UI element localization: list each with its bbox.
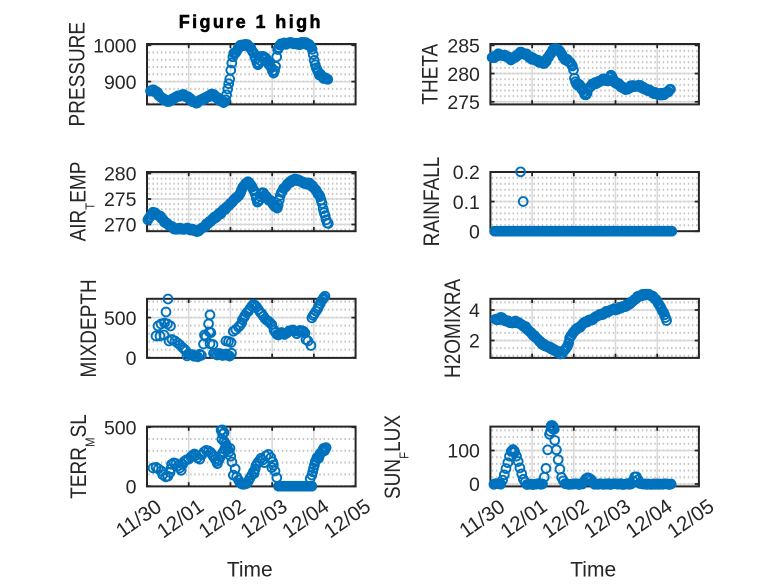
- svg-text:100: 100: [447, 441, 480, 463]
- svg-text:Time: Time: [570, 558, 616, 581]
- svg-text:0: 0: [126, 348, 137, 370]
- svg-text:H2OMIXRA: H2OMIXRA: [441, 278, 466, 378]
- svg-text:1000: 1000: [93, 35, 137, 57]
- svg-text:280: 280: [447, 64, 480, 86]
- svg-text:270: 270: [104, 215, 137, 237]
- svg-text:500: 500: [104, 308, 137, 330]
- svg-text:MIXDEPTH: MIXDEPTH: [77, 279, 102, 377]
- svg-text:THETA: THETA: [418, 43, 443, 104]
- svg-text:275: 275: [104, 189, 137, 211]
- svg-text:500: 500: [104, 417, 137, 439]
- svg-text:Figure 1 high: Figure 1 high: [179, 12, 323, 32]
- svg-text:RAINFALL: RAINFALL: [420, 157, 445, 247]
- svg-text:900: 900: [104, 72, 137, 94]
- svg-text:0: 0: [126, 476, 137, 498]
- svg-text:4: 4: [469, 300, 480, 322]
- svg-text:0.2: 0.2: [453, 162, 480, 184]
- svg-text:285: 285: [447, 36, 480, 58]
- svg-text:Time: Time: [227, 558, 273, 581]
- svg-text:280: 280: [104, 164, 137, 186]
- svg-text:PRESSURE: PRESSURE: [65, 22, 90, 126]
- svg-text:2: 2: [469, 331, 480, 353]
- svg-text:0: 0: [469, 221, 480, 243]
- svg-text:275: 275: [447, 92, 480, 114]
- svg-text:0.1: 0.1: [453, 192, 480, 214]
- svg-text:0: 0: [469, 474, 480, 496]
